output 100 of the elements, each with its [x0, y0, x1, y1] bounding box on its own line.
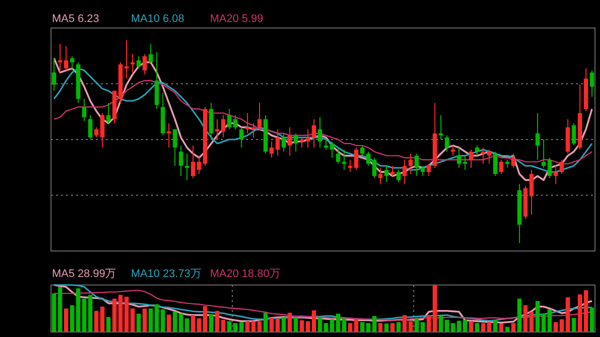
bar [523, 305, 528, 332]
candlestick [58, 44, 62, 73]
bar [184, 318, 190, 332]
candlestick [70, 56, 74, 71]
candlestick [511, 153, 516, 168]
candlestick [572, 122, 576, 146]
bar [378, 323, 383, 332]
candlestick [396, 169, 401, 183]
bar [462, 320, 468, 332]
bar [584, 290, 588, 332]
candlestick [330, 141, 334, 158]
bar [408, 321, 413, 332]
bar [324, 323, 328, 332]
bar [590, 308, 594, 332]
series-label: MA5 28.99万 [52, 268, 116, 280]
candlestick [142, 54, 147, 76]
bar [294, 317, 298, 332]
text: MA10 6.08 [131, 13, 184, 25]
candlestick [100, 112, 104, 148]
bar [438, 316, 443, 332]
candlestick [294, 132, 298, 152]
text: MA20 18.80万 [210, 268, 280, 280]
bar [64, 308, 68, 332]
bar [402, 315, 407, 332]
candlestick [384, 165, 389, 183]
candlestick [554, 165, 558, 185]
bar [94, 310, 98, 332]
bar [239, 322, 244, 332]
candlestick [462, 155, 468, 170]
bar [270, 318, 274, 332]
bar [136, 314, 141, 332]
bar [499, 324, 504, 332]
bar [456, 320, 462, 332]
candlestick [548, 157, 552, 179]
candlestick [245, 112, 250, 134]
candlestick [270, 141, 274, 158]
bar [330, 319, 334, 332]
bar [312, 310, 316, 332]
candlestick [450, 145, 456, 156]
candlestick [499, 159, 504, 174]
bar [203, 306, 208, 332]
bar [548, 309, 552, 332]
bar [505, 326, 510, 332]
candlestick [184, 153, 190, 181]
bar [529, 312, 534, 332]
bar [475, 323, 480, 332]
candlestick [535, 112, 540, 160]
bar [396, 322, 401, 332]
bar [542, 314, 546, 332]
candlestick [276, 128, 280, 156]
bar [493, 320, 498, 332]
candlestick [366, 151, 370, 166]
candlestick [426, 163, 431, 177]
bar [535, 300, 540, 332]
candlestick [257, 102, 262, 130]
bar [124, 296, 129, 332]
candlestick [372, 157, 376, 179]
candlestick [438, 114, 443, 140]
bar [390, 323, 395, 332]
candlestick [318, 116, 322, 148]
bar [578, 294, 582, 332]
candlestick [124, 40, 129, 80]
bar [58, 286, 62, 332]
candlestick [300, 136, 304, 148]
candlestick [475, 145, 480, 156]
candlestick [336, 147, 340, 164]
bar [276, 318, 280, 332]
candlestick [52, 58, 56, 92]
candlestick [312, 118, 316, 148]
candlestick [251, 122, 256, 138]
bar [468, 321, 474, 332]
candlestick [88, 114, 92, 140]
candlestick [148, 44, 153, 63]
text: MA5 6.23 [52, 13, 100, 25]
candlestick [196, 155, 202, 174]
candlestick [239, 126, 244, 148]
candlestick [136, 56, 141, 69]
bar [444, 320, 450, 332]
bar [300, 320, 304, 332]
bar [52, 293, 56, 332]
candlestick [282, 132, 286, 152]
bar [263, 312, 268, 332]
candlestick [542, 138, 546, 168]
text: MA10 23.73万 [131, 268, 202, 280]
candlestick [414, 153, 419, 177]
bar [196, 318, 202, 332]
bar [142, 308, 147, 332]
bar [118, 294, 123, 332]
bar [178, 314, 184, 332]
candlestick [402, 159, 407, 185]
candlestick [306, 128, 310, 148]
candlestick [342, 149, 346, 170]
bar [245, 321, 250, 332]
bar [336, 314, 340, 332]
candlestick [590, 70, 594, 98]
bar [342, 318, 346, 332]
candlestick [324, 138, 328, 150]
bar [251, 321, 256, 332]
bar [517, 298, 522, 332]
bar [166, 314, 171, 332]
